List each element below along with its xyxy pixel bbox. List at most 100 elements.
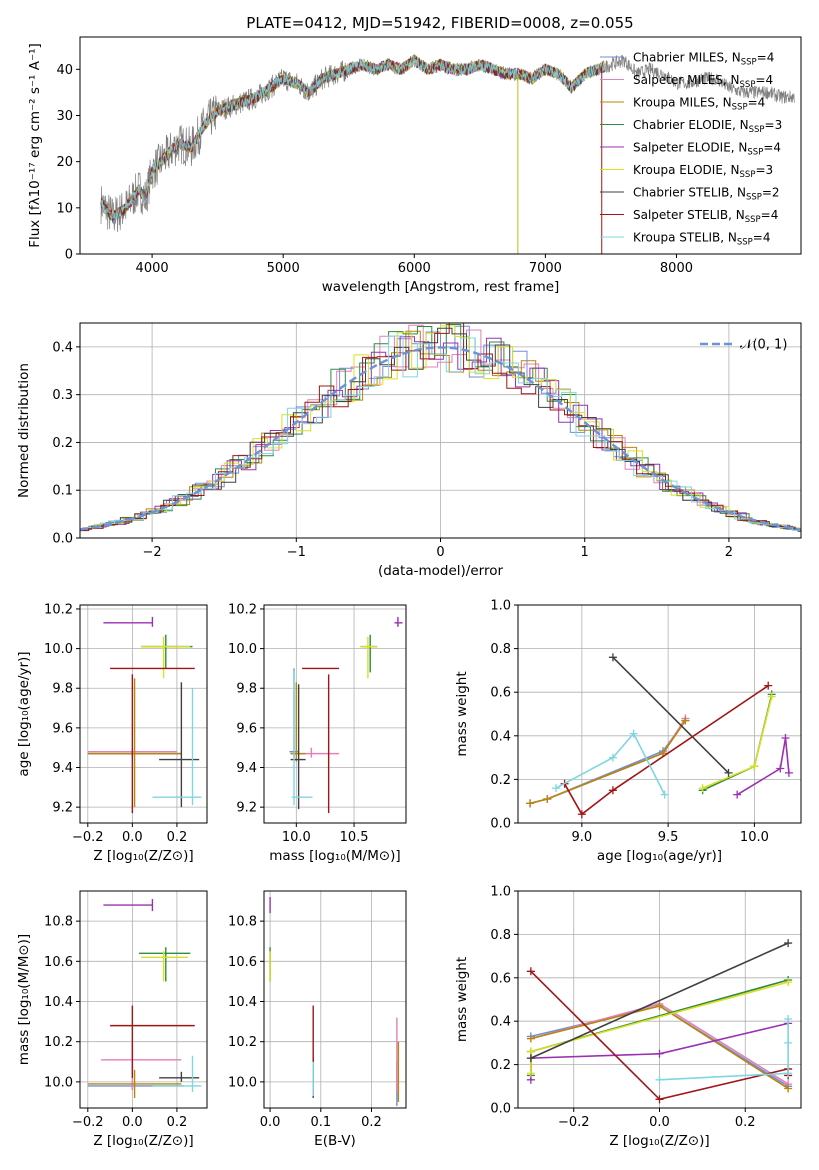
- weight-marker: [681, 716, 690, 725]
- x-tick-label: 0.2: [167, 1115, 188, 1130]
- errorbar-point: [101, 1041, 182, 1090]
- plot-frame: [263, 604, 407, 824]
- legend-count: =3: [755, 163, 773, 177]
- legend-subscript: SSP: [741, 58, 757, 68]
- weight-marker: [655, 1075, 664, 1084]
- age_vs_Z-panel: −0.2 0.0 0.2 9.2 9.4 9.6 9.8 10.0 10.2 Z [log₁₀(Z…: [16, 602, 208, 864]
- x-axis-label: Z [log₁₀(Z/Z⊙)]: [93, 1133, 193, 1149]
- y-tick-label: 0.0: [490, 1102, 511, 1117]
- weight-marker: [551, 784, 560, 793]
- legend-name: Salpeter STELIB, N: [633, 208, 745, 222]
- x-tick-label: −2: [143, 545, 162, 560]
- y-tick-label: 0.6: [490, 686, 511, 701]
- y-tick-label: 9.8: [236, 682, 257, 697]
- x-tick-label: 0.2: [735, 1115, 756, 1130]
- weight-marker: [655, 1049, 664, 1058]
- weight-marker: [750, 762, 759, 771]
- y-tick-label: 30: [56, 109, 73, 124]
- y-tick-label: 9.2: [236, 801, 257, 816]
- legend-subscript: SSP: [740, 170, 756, 180]
- plot-area: [526, 653, 793, 819]
- errorbar-point: [152, 688, 202, 806]
- weight-marker: [577, 810, 586, 819]
- x-tick-label: 0.0: [122, 1115, 143, 1130]
- legend-subscript: SSP: [747, 148, 763, 158]
- legend-label: Salpeter ELODIE, NSSP=4: [633, 141, 781, 158]
- weight-marker: [767, 692, 776, 701]
- weight-marker: [655, 1002, 664, 1011]
- weight-marker: [608, 753, 617, 762]
- y-tick-label: 0.0: [52, 532, 73, 547]
- errorbar-point: [141, 951, 189, 982]
- weight-marker: [526, 967, 535, 976]
- x-tick-label: −0.2: [72, 830, 104, 845]
- y-tick-label: 10.2: [44, 602, 73, 617]
- legend-count: =4: [755, 73, 773, 87]
- legend-name: Chabrier STELIB, N: [633, 186, 746, 200]
- weight-marker: [784, 1069, 793, 1078]
- plot-area: [87, 899, 202, 1098]
- x-axis-label: wavelength [Angstrom, rest frame]: [322, 279, 560, 295]
- legend-count: =3: [765, 118, 783, 132]
- y-tick-label: 10.6: [228, 955, 257, 970]
- legend-count: =4: [757, 51, 775, 65]
- x-tick-label: −1: [287, 545, 306, 560]
- x-axis-label: age [log₁₀(age/yr)]: [597, 848, 722, 864]
- y-axis-label: age [log₁₀(age/yr)]: [16, 651, 32, 776]
- plot-frame: [79, 604, 208, 824]
- x-tick-label: 10.5: [340, 830, 369, 845]
- y-tick-label: 10.6: [44, 955, 73, 970]
- weight-marker: [764, 681, 773, 690]
- weight-marker: [526, 1034, 535, 1043]
- y-tick-label: 0.3: [52, 388, 73, 403]
- y-tick-label: 0.4: [490, 729, 511, 744]
- y-tick-label: 1.0: [490, 885, 511, 900]
- y-tick-label: 10.0: [228, 642, 257, 657]
- y-tick-label: 0.2: [490, 773, 511, 788]
- y-tick-label: 0.0: [490, 817, 511, 832]
- plot-frame: [517, 890, 802, 1109]
- y-tick-label: 0: [65, 248, 73, 263]
- legend-subscript: SSP: [740, 80, 756, 90]
- weight-marker: [784, 1084, 793, 1093]
- errorbar-point: [359, 636, 378, 679]
- errorbar-point: [152, 1055, 202, 1092]
- plot-area: [526, 939, 793, 1104]
- weight-marker: [629, 729, 638, 738]
- y-tick-label: 20: [56, 155, 73, 170]
- model-spectrum-line: [100, 55, 605, 220]
- legend-subscript: SSP: [732, 103, 748, 113]
- y-axis-label: mass [log₁₀(M/M⊙)]: [16, 934, 32, 1065]
- errorbar-point: [139, 947, 191, 982]
- x-axis-label: Z [log₁₀(Z/Z⊙)]: [93, 848, 193, 864]
- legend-label: Kroupa MILES, NSSP=4: [633, 96, 765, 113]
- legend-name: Salpeter MILES, N: [633, 73, 740, 87]
- y-tick-label: 1.0: [490, 599, 511, 614]
- weight-line: [612, 656, 730, 774]
- errorbar-point: [291, 670, 313, 806]
- x-tick-label: 10.0: [282, 830, 311, 845]
- y-tick-label: 10.2: [44, 1035, 73, 1050]
- x-tick-label: 0.0: [260, 1115, 281, 1130]
- weight-line: [702, 696, 773, 789]
- legend-name: Chabrier MILES, N: [633, 51, 741, 65]
- x-tick-label: 4000: [136, 261, 169, 276]
- x-tick-label: 6000: [398, 261, 431, 276]
- y-tick-label: 0.1: [52, 484, 73, 499]
- y-tick-label: 9.4: [236, 761, 257, 776]
- model-spectrum-line: [100, 54, 605, 221]
- plot-area: [289, 616, 403, 814]
- y-tick-label: 10: [56, 201, 73, 216]
- y-tick-label: 9.8: [52, 682, 73, 697]
- y-tick-label: 10.4: [228, 995, 257, 1010]
- x-tick-label: −0.2: [558, 1115, 590, 1130]
- y-tick-label: 10.2: [228, 602, 257, 617]
- plot-frame: [263, 890, 407, 1109]
- y-tick-label: 0.8: [490, 642, 511, 657]
- residual-histogram: [80, 327, 801, 532]
- y-tick-label: 10.8: [228, 915, 257, 930]
- legend-count: =4: [753, 231, 771, 245]
- weight-marker: [526, 1054, 535, 1063]
